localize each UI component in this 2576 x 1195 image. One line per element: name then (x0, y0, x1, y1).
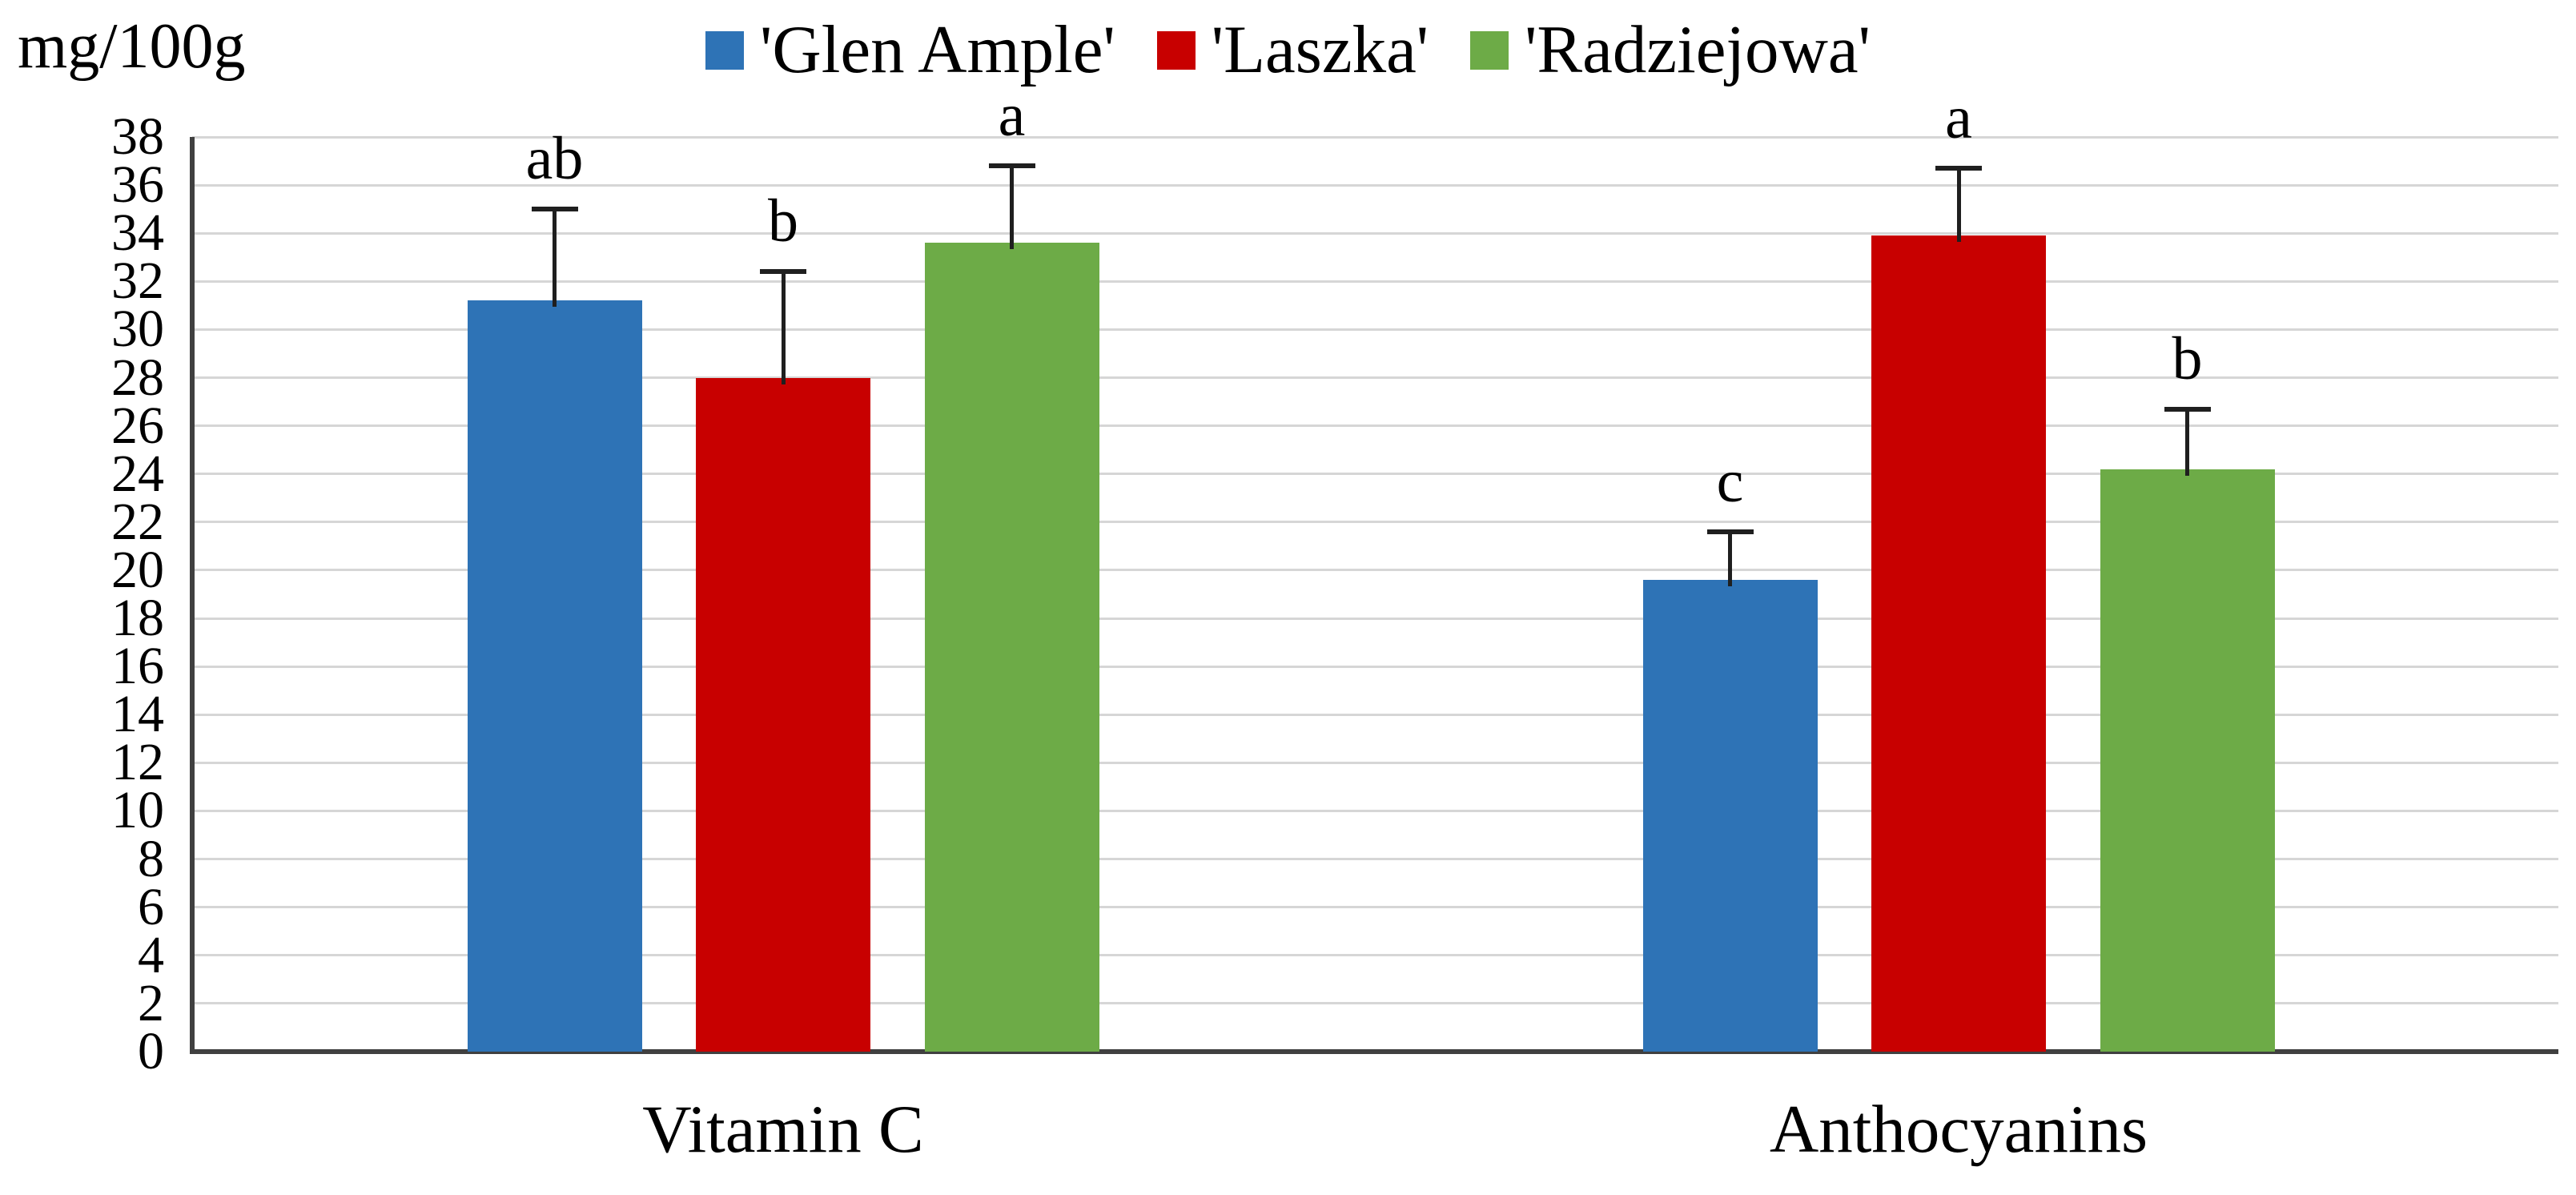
legend-swatch (705, 30, 745, 70)
y-tick-label: 0 (138, 1022, 164, 1080)
y-tick-label: 2 (138, 973, 164, 1032)
y-axis-unit-label: mg/100g (18, 11, 246, 82)
gridline (192, 954, 2558, 957)
legend-swatch (1470, 30, 1509, 70)
gridline (192, 376, 2558, 380)
error-bar-cap (988, 163, 1035, 169)
legend-item: 'Radziejowa' (1470, 16, 1871, 84)
y-tick-label: 8 (138, 829, 164, 888)
y-tick-label: 12 (111, 733, 164, 792)
error-bar (1728, 531, 1732, 586)
gridline (192, 424, 2558, 428)
gridline (192, 761, 2558, 764)
y-tick-label: 10 (111, 781, 164, 840)
y-tick-label: 26 (111, 396, 164, 455)
gridline (192, 135, 2558, 139)
y-tick-label: 14 (111, 685, 164, 744)
bar (2100, 469, 2275, 1052)
significance-letter: a (1945, 84, 1972, 152)
gridline (192, 713, 2558, 716)
bar (467, 300, 642, 1052)
y-tick-label: 34 (111, 203, 164, 263)
y-tick-label: 20 (111, 540, 164, 599)
y-tick-label: 28 (111, 348, 164, 407)
y-tick-label: 36 (111, 155, 164, 215)
gridline (192, 617, 2558, 620)
y-tick-label: 18 (111, 589, 164, 648)
gridline (192, 569, 2558, 572)
y-tick-label: 30 (111, 300, 164, 359)
error-bar (1010, 166, 1014, 250)
y-tick-label: 38 (111, 107, 164, 166)
y-tick-label: 16 (111, 637, 164, 696)
gridline (192, 809, 2558, 812)
y-tick-label: 32 (111, 251, 164, 311)
y-tick-label: 22 (111, 492, 164, 551)
error-bar-cap (531, 207, 578, 212)
error-bar-cap (760, 269, 806, 275)
error-bar (553, 209, 557, 308)
gridline (192, 231, 2558, 235)
gridline (192, 665, 2558, 668)
legend-label: 'Glen Ample' (760, 12, 1115, 87)
bar (924, 243, 1099, 1052)
legend-label: 'Laszka' (1211, 12, 1429, 87)
legend-item: 'Glen Ample' (705, 16, 1115, 84)
legend-item: 'Laszka' (1156, 12, 1429, 87)
chart-legend: 'Glen Ample' 'Laszka' 'Radziejowa' (0, 16, 2576, 84)
x-axis-line (190, 1049, 2558, 1054)
gridline (192, 906, 2558, 909)
category-label: Anthocyanins (1769, 1092, 2148, 1167)
significance-letter: b (768, 187, 798, 255)
significance-letter: a (998, 82, 1026, 150)
bar (1642, 579, 1818, 1052)
category-label: Vitamin C (642, 1092, 924, 1167)
bar (696, 377, 870, 1052)
significance-letter: c (1716, 447, 1744, 515)
gridline (192, 183, 2558, 187)
error-bar (1956, 168, 1961, 243)
y-tick-label: 6 (138, 877, 164, 936)
error-bar-cap (2164, 406, 2211, 412)
y-tick-label: 4 (138, 925, 164, 984)
gridline (192, 328, 2558, 331)
error-bar (2185, 408, 2189, 476)
error-bar-cap (1935, 166, 1982, 171)
gridline (192, 473, 2558, 476)
significance-letter: b (2172, 324, 2203, 392)
gridline (192, 858, 2558, 861)
error-bar-cap (1706, 529, 1754, 534)
y-tick-label: 24 (111, 444, 164, 503)
error-bar (781, 272, 786, 384)
gridline (192, 1002, 2558, 1005)
gridline (192, 280, 2558, 283)
legend-swatch (1156, 30, 1196, 70)
y-axis-line (190, 137, 195, 1052)
significance-letter: ab (525, 125, 584, 193)
legend-label: 'Radziejowa' (1525, 12, 1871, 87)
gridline (192, 521, 2558, 524)
bar (1871, 235, 2046, 1052)
